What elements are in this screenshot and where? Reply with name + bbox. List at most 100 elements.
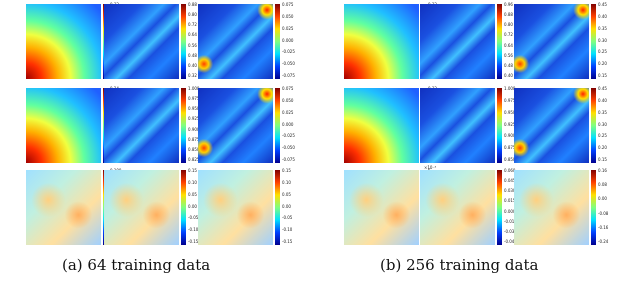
colorbar-tick-label: 0.825 bbox=[188, 157, 200, 162]
colorbar-tick-label: 0.20 bbox=[598, 61, 607, 67]
heatmap bbox=[104, 88, 179, 163]
colorbar-tick-label: 0.950 bbox=[188, 106, 200, 112]
colorbar bbox=[275, 170, 280, 245]
colorbar-tick-label: 0.875 bbox=[504, 145, 516, 151]
colorbar bbox=[181, 88, 186, 163]
colorbar-multiplier: ×10⁻³ bbox=[424, 165, 437, 170]
colorbar bbox=[591, 88, 596, 163]
colorbar-tick-label: -0.08 bbox=[598, 210, 609, 216]
colorbar-tick-label: 0.15 bbox=[598, 157, 607, 162]
heatmap bbox=[198, 170, 273, 245]
colorbar-tick-label: 0.05 bbox=[282, 191, 291, 197]
colorbar-tick-label: 0.025 bbox=[282, 109, 294, 115]
colorbar-tick-label: 0.72 bbox=[504, 32, 513, 38]
colorbar-tick-label: 0.30 bbox=[598, 37, 607, 43]
colorbar-tick-label: -0.16 bbox=[598, 224, 609, 230]
colorbar-tick-label: 0.15 bbox=[598, 73, 607, 78]
colorbar-tick-label: 0.900 bbox=[504, 133, 516, 139]
heatmap bbox=[514, 88, 589, 163]
colorbar-tick-label: 0.48 bbox=[504, 62, 513, 68]
colorbar-tick-label: 0.925 bbox=[188, 116, 200, 122]
colorbar bbox=[275, 4, 280, 79]
colorbar-tick-label: -0.045 bbox=[504, 239, 517, 244]
colorbar-tick-label: 1.000 bbox=[504, 86, 516, 91]
colorbar-tick-label: 0.015 bbox=[504, 198, 516, 204]
colorbar-tick-label: 0.80 bbox=[504, 22, 513, 28]
heatmap bbox=[514, 170, 589, 245]
colorbar-tick-label: 0.20 bbox=[598, 145, 607, 151]
colorbar-tick-label: -0.025 bbox=[282, 133, 295, 139]
heatmap bbox=[514, 4, 589, 79]
colorbar-tick-label: 0.000 bbox=[282, 121, 294, 127]
colorbar-tick-label: 0.00 bbox=[282, 203, 291, 209]
colorbar-tick-label: 0.35 bbox=[598, 109, 607, 115]
colorbar bbox=[181, 4, 186, 79]
caption: (b) 256 training data bbox=[380, 256, 539, 274]
colorbar-tick-label: -0.15 bbox=[188, 239, 199, 244]
colorbar-tick-label: 0.850 bbox=[188, 146, 200, 152]
colorbar-tick-label: 0.48 bbox=[188, 52, 197, 58]
colorbar-tick-label: 0.075 bbox=[282, 86, 294, 91]
colorbar-tick-label: -0.075 bbox=[282, 73, 295, 78]
colorbar-tick-label: 0.10 bbox=[282, 179, 291, 185]
colorbar-tick-label: 0.80 bbox=[188, 12, 197, 18]
colorbar-tick-label: -0.24 bbox=[598, 239, 609, 244]
colorbar-tick-label: 1.000 bbox=[188, 86, 200, 91]
colorbar-tick-label: 0.64 bbox=[188, 32, 197, 38]
colorbar-tick-label: -0.10 bbox=[188, 227, 199, 233]
colorbar-tick-label: 0.56 bbox=[188, 42, 197, 48]
colorbar-tick-label: -0.075 bbox=[282, 157, 295, 162]
colorbar bbox=[181, 170, 186, 245]
colorbar bbox=[497, 170, 502, 245]
colorbar-tick-label: 0.96 bbox=[504, 2, 513, 7]
colorbar-tick-label: 0.88 bbox=[188, 2, 197, 7]
heatmap bbox=[198, 88, 273, 163]
colorbar-tick-label: -0.030 bbox=[504, 228, 517, 234]
colorbar-tick-label: 0.16 bbox=[598, 168, 607, 173]
colorbar-tick-label: 0.025 bbox=[282, 25, 294, 31]
colorbar-tick-label: 0.25 bbox=[598, 49, 607, 55]
colorbar bbox=[275, 88, 280, 163]
colorbar-tick-label: 0.40 bbox=[598, 97, 607, 103]
colorbar-tick-label: -0.050 bbox=[282, 61, 295, 67]
colorbar-tick-label: 0.64 bbox=[504, 42, 513, 48]
colorbar-tick-label: 0.08 bbox=[598, 182, 607, 188]
colorbar bbox=[591, 170, 596, 245]
colorbar-tick-label: 0.030 bbox=[504, 188, 516, 194]
colorbar-tick-label: 0.850 bbox=[504, 157, 516, 162]
colorbar-tick-label: 0.30 bbox=[598, 121, 607, 127]
heatmap bbox=[198, 4, 273, 79]
colorbar-tick-label: 0.00 bbox=[598, 196, 607, 202]
caption: (a) 64 training data bbox=[62, 256, 211, 274]
colorbar-tick-label: -0.050 bbox=[282, 145, 295, 151]
colorbar-tick-label: 0.40 bbox=[504, 73, 513, 78]
colorbar-tick-label: 0.45 bbox=[598, 2, 607, 7]
heatmap bbox=[104, 170, 179, 245]
colorbar-tick-label: 0.050 bbox=[282, 97, 294, 103]
colorbar-tick-label: -0.05 bbox=[282, 215, 293, 221]
colorbar-tick-label: 0.975 bbox=[504, 97, 516, 103]
colorbar-tick-label: 0.000 bbox=[282, 37, 294, 43]
colorbar-tick-label: 0.900 bbox=[188, 126, 200, 132]
colorbar bbox=[591, 4, 596, 79]
colorbar-tick-label: 0.56 bbox=[504, 52, 513, 58]
heatmap bbox=[26, 88, 101, 163]
colorbar-tick-label: 0.075 bbox=[282, 2, 294, 7]
colorbar-tick-label: 0.950 bbox=[504, 109, 516, 115]
colorbar-tick-label: 0.925 bbox=[504, 121, 516, 127]
colorbar-tick-label: -0.025 bbox=[282, 49, 295, 55]
colorbar-tick-label: 0.32 bbox=[188, 73, 197, 78]
colorbar-tick-label: 0.050 bbox=[282, 13, 294, 19]
colorbar-tick-label: 0.25 bbox=[598, 133, 607, 139]
colorbar bbox=[497, 4, 502, 79]
colorbar-tick-label: 0.35 bbox=[598, 25, 607, 31]
colorbar-tick-label: 0.060 bbox=[504, 168, 516, 173]
heatmap bbox=[420, 170, 495, 245]
colorbar-tick-label: 0.15 bbox=[188, 168, 197, 173]
colorbar-tick-label: 0.15 bbox=[282, 168, 291, 173]
colorbar-tick-label: 0.045 bbox=[504, 178, 516, 184]
colorbar-tick-label: 0.000 bbox=[504, 208, 516, 214]
heatmap bbox=[104, 4, 179, 79]
heatmap bbox=[344, 88, 419, 163]
